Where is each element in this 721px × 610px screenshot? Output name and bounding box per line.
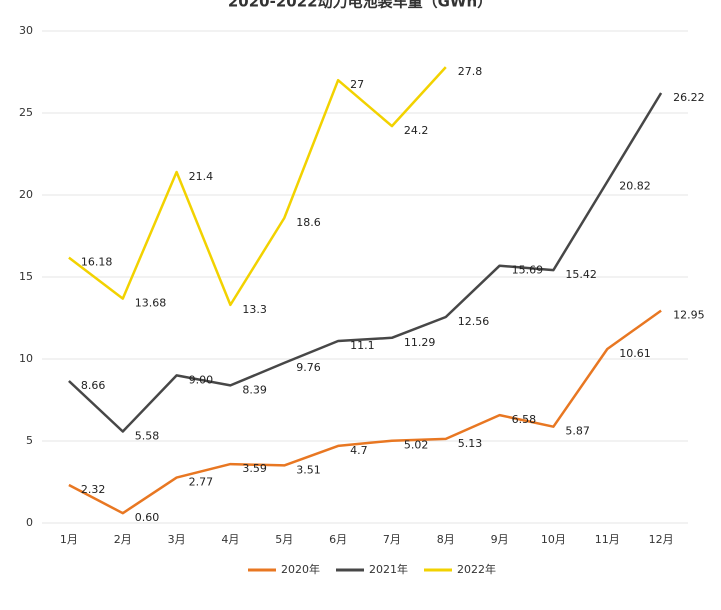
data-label: 3.51 <box>296 463 321 476</box>
x-tick-label: 12月 <box>649 533 674 546</box>
series-line <box>68 92 663 433</box>
y-tick-label: 20 <box>19 188 33 201</box>
data-label: 18.6 <box>296 216 321 229</box>
data-label: 5.13 <box>458 437 483 450</box>
data-label: 12.95 <box>673 309 705 322</box>
x-tick-label: 8月 <box>437 533 455 546</box>
chart-title: 2020-2022动力电池装车量（GWh） <box>228 0 492 11</box>
data-label: 27 <box>350 78 364 91</box>
data-label: 13.68 <box>135 297 167 310</box>
data-label: 24.2 <box>404 124 429 137</box>
data-label: 5.58 <box>135 429 160 442</box>
data-label: 16.18 <box>81 256 113 269</box>
x-tick-label: 4月 <box>221 533 239 546</box>
y-tick-label: 10 <box>19 352 33 365</box>
y-tick-label: 15 <box>19 270 33 283</box>
data-label: 9.00 <box>189 373 214 386</box>
legend-label: 2022年 <box>457 562 496 576</box>
y-tick-label: 0 <box>26 516 33 529</box>
data-label: 6.58 <box>512 413 537 426</box>
data-label: 8.39 <box>242 383 267 396</box>
x-tick-label: 10月 <box>541 533 566 546</box>
legend-label: 2020年 <box>281 562 320 576</box>
data-label: 21.4 <box>189 170 214 183</box>
x-tick-label: 5月 <box>275 533 293 546</box>
data-label: 15.42 <box>565 268 597 281</box>
x-tick-label: 3月 <box>168 533 186 546</box>
data-label: 2.77 <box>189 476 214 489</box>
data-label: 27.8 <box>458 65 483 78</box>
data-label: 10.61 <box>619 347 651 360</box>
data-label: 5.02 <box>404 439 429 452</box>
data-label: 0.60 <box>135 511 160 524</box>
legend-label: 2021年 <box>369 562 408 576</box>
data-label: 2.32 <box>81 483 106 496</box>
data-label: 13.3 <box>242 303 267 316</box>
series-line <box>68 309 662 515</box>
series-line <box>68 66 447 307</box>
data-label: 3.59 <box>242 462 267 475</box>
data-label: 26.22 <box>673 91 705 104</box>
data-label: 12.56 <box>458 315 490 328</box>
x-tick-label: 11月 <box>595 533 620 546</box>
x-tick-label: 1月 <box>60 533 78 546</box>
y-tick-label: 25 <box>19 106 33 119</box>
data-label: 11.1 <box>350 339 375 352</box>
data-label: 15.69 <box>512 264 544 277</box>
data-label: 9.76 <box>296 361 321 374</box>
data-label: 5.87 <box>565 425 590 438</box>
data-label: 11.29 <box>404 336 436 349</box>
data-label: 20.82 <box>619 180 651 193</box>
x-tick-label: 9月 <box>491 533 509 546</box>
data-label: 8.66 <box>81 379 106 392</box>
data-label: 4.7 <box>350 444 368 457</box>
x-tick-label: 6月 <box>329 533 347 546</box>
y-tick-label: 5 <box>26 434 33 447</box>
x-tick-label: 7月 <box>383 533 401 546</box>
y-tick-label: 30 <box>19 24 33 37</box>
x-tick-label: 2月 <box>114 533 132 546</box>
